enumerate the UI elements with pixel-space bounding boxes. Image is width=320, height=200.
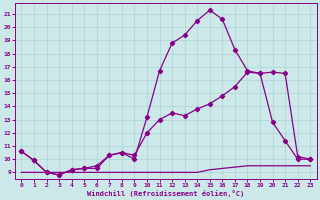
X-axis label: Windchill (Refroidissement éolien,°C): Windchill (Refroidissement éolien,°C) bbox=[87, 190, 244, 197]
